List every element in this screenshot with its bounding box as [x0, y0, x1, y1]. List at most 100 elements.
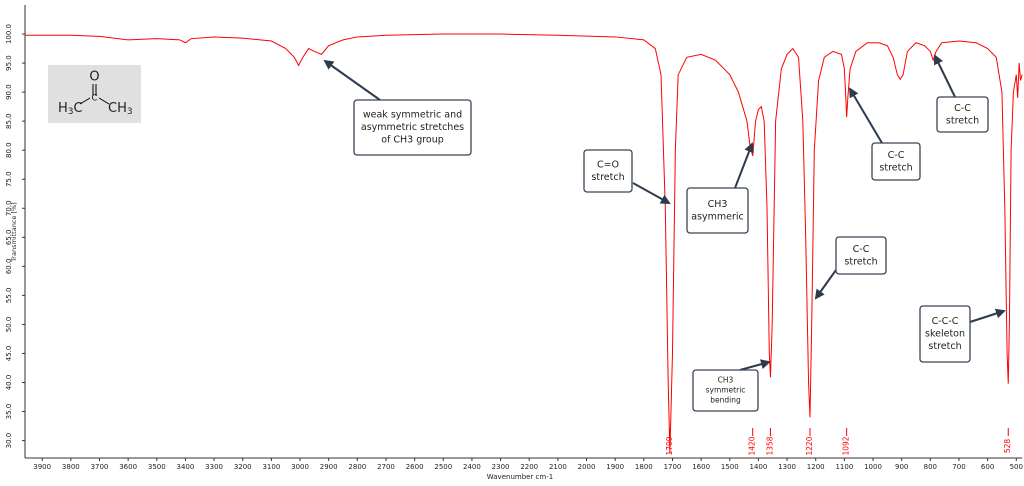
structure-box: [48, 65, 141, 123]
x-tick-label: 500: [1010, 463, 1023, 471]
subscript: 3: [127, 107, 133, 117]
x-tick-label: 2900: [320, 463, 338, 471]
x-tick-label: 1200: [807, 463, 825, 471]
x-tick-label: 3700: [91, 463, 109, 471]
x-tick-label: 3800: [62, 463, 80, 471]
x-tick-label: 900: [895, 463, 908, 471]
peak-label: 1420: [748, 436, 757, 455]
spectrum-line: [25, 33, 1023, 454]
annotation-text: bending: [710, 396, 741, 405]
annotation-box: [871, 142, 921, 181]
annotation-box: [686, 187, 749, 234]
y-tick-label: 45.0: [5, 346, 13, 362]
x-tick-label: 3200: [234, 463, 252, 471]
annotation-text: CH3: [718, 376, 734, 385]
x-tick-label: 1700: [664, 463, 682, 471]
x-tick-label: 800: [924, 463, 937, 471]
peak-label: 1358: [765, 436, 774, 455]
y-tick-label: 65.0: [5, 230, 13, 246]
x-tick-label: 1800: [635, 463, 653, 471]
annotation-box: [936, 96, 989, 133]
subscript: 3: [68, 107, 74, 117]
x-tick-label: 1900: [606, 463, 624, 471]
annotation-arrow: [323, 59, 381, 101]
annotation-arrow: [934, 54, 956, 98]
y-tick-label: 30.0: [5, 433, 13, 449]
x-tick-label: 1400: [750, 463, 768, 471]
y-tick-label: 40.0: [5, 375, 13, 391]
bond: [79, 97, 91, 105]
y-tick-label: 70.0: [5, 200, 13, 216]
annotation-text: of CH3 group: [381, 135, 444, 146]
plot: 3900 3800 3700 3600 3500 3400 3300 3200 3100 3000…: [5, 24, 1023, 471]
x-tick-label: 3000: [291, 463, 309, 471]
annotation-text: C=O: [597, 159, 619, 170]
peak-label: 1220: [805, 436, 814, 455]
x-tick-label: 700: [952, 463, 965, 471]
x-tick-label: 2000: [578, 463, 596, 471]
annotation-text: weak symmetric and: [363, 110, 462, 121]
atom: O: [89, 70, 99, 85]
atom: CH: [108, 101, 127, 116]
atom: H: [58, 101, 68, 116]
annotation-text: C-C-C: [932, 316, 959, 327]
x-tick-label: 3100: [262, 463, 280, 471]
annotation-box: [353, 99, 472, 156]
x-tick-label: 1100: [835, 463, 853, 471]
annotation-text: C-C: [853, 244, 870, 255]
x-tick-label: 3600: [119, 463, 137, 471]
annotation-arrow: [848, 87, 883, 144]
annotation-box: [692, 369, 759, 412]
y-tick-label: 50.0: [5, 317, 13, 333]
annotation-text: stretch: [844, 256, 877, 267]
x-tick-label: 3500: [148, 463, 166, 471]
annotation-arrow: [739, 359, 771, 371]
annotation-text: skeleton: [925, 329, 965, 340]
annotation-text: asymmeric: [691, 211, 744, 222]
x-tick-label: 3300: [205, 463, 223, 471]
atom-group: CH3: [108, 101, 133, 117]
peak-label: 528: [1003, 439, 1012, 454]
peak-label: 1092: [842, 436, 851, 455]
annotation-text: stretch: [591, 172, 624, 183]
annotation-arrow: [632, 182, 671, 204]
y-tick-label: 35.0: [5, 404, 13, 420]
annotation-text: C-C: [888, 150, 905, 161]
y-tick-label: 60.0: [5, 259, 13, 275]
x-tick-label: 2500: [434, 463, 452, 471]
x-tick-label: 3400: [177, 463, 195, 471]
y-tick-label: 55.0: [5, 288, 13, 304]
x-tick-label: 1300: [778, 463, 796, 471]
x-tick-label: 2700: [377, 463, 395, 471]
x-axis-label: Wavenumber cm-1: [487, 473, 553, 481]
x-tick-label: 2600: [406, 463, 424, 471]
annotation-box: [583, 149, 633, 193]
x-tick-label: 2200: [520, 463, 538, 471]
annotation-arrow: [814, 269, 837, 300]
annotation-arrow: [969, 308, 1006, 323]
x-tick-label: 2800: [348, 463, 366, 471]
annotation-box: [919, 305, 971, 363]
bond: [98, 97, 110, 105]
annotation-text: asymmetric stretches: [361, 122, 464, 133]
y-tick-label: 75.0: [5, 171, 13, 187]
structure: O C H3C CH3: [48, 65, 141, 123]
annotation-text: stretch: [946, 115, 979, 126]
peak-label: 1709: [665, 436, 674, 455]
y-tick-label: 85.0: [5, 113, 13, 129]
annotation-text: stretch: [928, 341, 961, 352]
atom: C: [91, 94, 97, 104]
y-tick-label: 100.0: [5, 24, 13, 44]
x-tick-label: 600: [981, 463, 994, 471]
annotation-text: C-C: [954, 103, 971, 114]
y-axis-label: Transmittance [%]: [10, 202, 18, 262]
x-tick-label: 1000: [864, 463, 882, 471]
x-tick-label: 2100: [549, 463, 567, 471]
annotation-box: [835, 236, 887, 275]
annotation-text: stretch: [879, 162, 912, 173]
x-tick-label: 1600: [692, 463, 710, 471]
annotation-text: CH3: [708, 199, 728, 210]
y-tick-label: 80.0: [5, 142, 13, 158]
atom: C: [74, 101, 83, 116]
